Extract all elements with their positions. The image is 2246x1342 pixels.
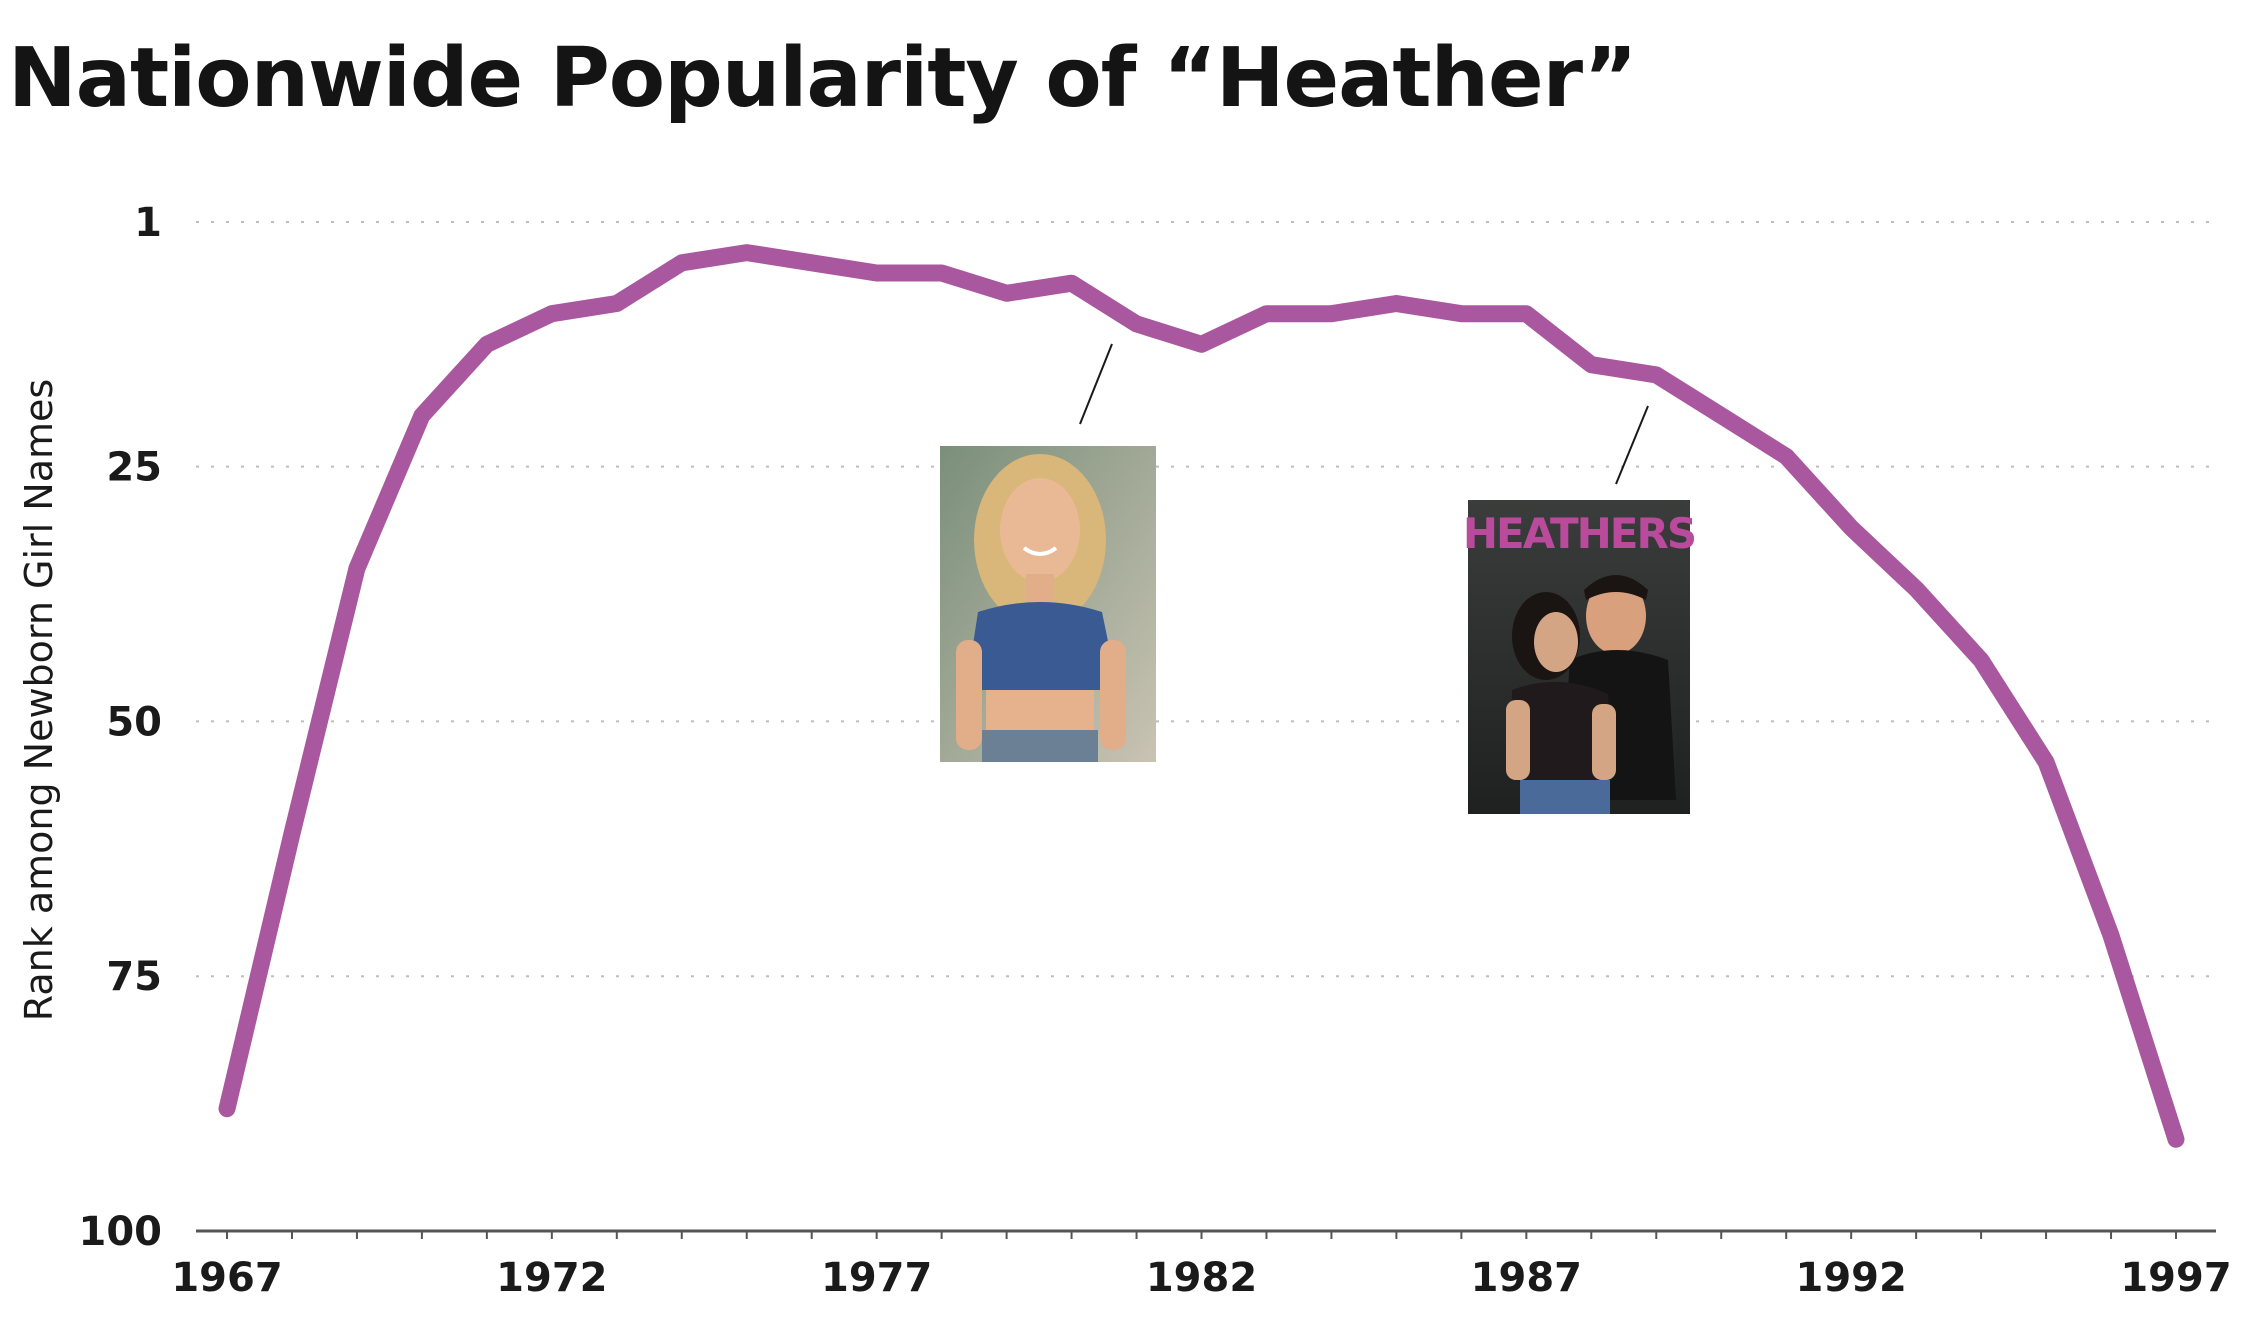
data-point bbox=[2044, 760, 2049, 765]
x-tick-label: 1977 bbox=[821, 1255, 932, 1301]
data-point bbox=[354, 566, 359, 571]
data-point bbox=[1979, 658, 1984, 663]
data-point bbox=[484, 342, 489, 347]
annotation-photo bbox=[940, 343, 1156, 762]
chart-title: Nationwide Popularity of “Heather” bbox=[8, 31, 1637, 126]
data-point bbox=[809, 260, 814, 265]
data-point bbox=[1654, 372, 1659, 377]
data-point bbox=[1524, 311, 1529, 316]
data-point bbox=[1459, 311, 1464, 316]
poster-title: HEATHERS bbox=[1463, 509, 1695, 558]
x-tick-labels: 1967 1972 1977 1982 1987 1992 1997 bbox=[171, 1255, 2231, 1301]
data-point bbox=[1004, 291, 1009, 296]
y-tick-label: 100 bbox=[79, 1209, 163, 1255]
x-tick-label: 1967 bbox=[171, 1255, 282, 1301]
data-point bbox=[1199, 342, 1204, 347]
x-tick-label: 1972 bbox=[496, 1255, 607, 1301]
heathers-movie-poster: HEATHERS bbox=[1463, 500, 1697, 814]
y-tick-label: 1 bbox=[134, 200, 162, 246]
data-point bbox=[1069, 281, 1074, 286]
data-point bbox=[1914, 586, 1919, 591]
x-axis bbox=[196, 1229, 2216, 1239]
series-group bbox=[218, 244, 2185, 1148]
data-point bbox=[225, 1106, 229, 1111]
y-axis: 1 25 50 75 100 bbox=[79, 200, 163, 1255]
data-point bbox=[1329, 311, 1334, 316]
woman-photo-image bbox=[940, 446, 1156, 762]
x-tick-label: 1997 bbox=[2120, 1255, 2231, 1301]
data-point bbox=[2174, 1137, 2178, 1142]
data-point bbox=[549, 311, 554, 316]
y-axis-label: Rank among Newborn Girl Names bbox=[17, 379, 61, 1021]
y-tick-label: 50 bbox=[106, 699, 162, 745]
data-point bbox=[2109, 933, 2114, 938]
data-point bbox=[1784, 454, 1789, 459]
data-point bbox=[679, 260, 684, 265]
data-point bbox=[1849, 525, 1854, 530]
x-tick-label: 1982 bbox=[1146, 1255, 1257, 1301]
annotation-leader-line bbox=[1079, 343, 1113, 425]
data-point bbox=[614, 301, 619, 306]
data-point bbox=[874, 270, 879, 275]
data-point bbox=[744, 250, 749, 255]
data-point bbox=[289, 831, 294, 836]
annotation-poster: HEATHERS bbox=[1463, 405, 1697, 814]
y-tick-label: 75 bbox=[106, 954, 162, 1000]
series-line bbox=[218, 244, 2185, 1148]
data-point bbox=[939, 270, 944, 275]
annotation-leader-line bbox=[1615, 405, 1649, 485]
data-point bbox=[1589, 362, 1594, 367]
x-tick-label: 1987 bbox=[1471, 1255, 1582, 1301]
data-point bbox=[1134, 321, 1139, 326]
data-point bbox=[419, 413, 424, 418]
data-point bbox=[1264, 311, 1269, 316]
x-tick-label: 1992 bbox=[1796, 1255, 1907, 1301]
y-tick-label: 25 bbox=[106, 445, 162, 491]
data-point bbox=[1394, 301, 1399, 306]
data-point bbox=[1719, 413, 1724, 418]
